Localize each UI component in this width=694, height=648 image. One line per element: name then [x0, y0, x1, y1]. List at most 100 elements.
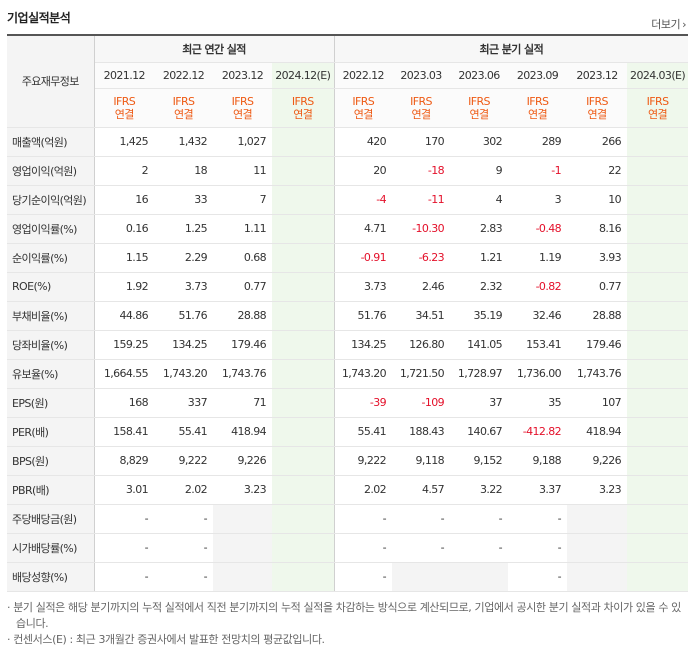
table-cell — [627, 533, 689, 563]
table-cell: 9,222 — [154, 446, 213, 476]
table-cell: 3.93 — [567, 243, 628, 273]
table-cell: - — [508, 503, 568, 534]
row-label: 시가배당률(%) — [7, 533, 95, 563]
basis-header: IFRS 연결 — [272, 88, 335, 128]
basis-ifrs: IFRS — [526, 94, 549, 108]
table-row: ROE(%) 1.92 3.73 0.77 3.73 2.46 2.32 -0.82 0.77 — [7, 272, 689, 302]
table-cell: - — [154, 503, 213, 534]
basis-header: IFRS 연결 — [450, 88, 509, 128]
period-header: 2023.12 — [567, 62, 628, 89]
table-cell: 1,743.76 — [213, 359, 272, 389]
table-cell: 9,188 — [508, 446, 568, 476]
table-cell: - — [334, 562, 393, 592]
table-cell: 3.73 — [334, 272, 393, 302]
table-cell: 0.77 — [213, 272, 272, 302]
table-cell — [272, 503, 335, 534]
table-cell: - — [508, 533, 568, 563]
table-cell: - — [450, 533, 509, 563]
table-cell — [272, 272, 335, 302]
table-row: 유보율(%) 1,664.55 1,743.20 1,743.76 1,743.20 1,… — [7, 359, 689, 389]
table-cell — [272, 475, 335, 505]
table-cell: 51.76 — [334, 300, 393, 331]
table-cell: -18 — [392, 156, 451, 186]
basis-header: IFRS 연결 — [334, 88, 393, 128]
table-cell: 9,152 — [450, 446, 509, 476]
table-cell: 1.19 — [508, 243, 568, 273]
table-cell — [627, 359, 689, 389]
table-cell: - — [450, 503, 509, 534]
table-row: 시가배당률(%) - - - - - - — [7, 533, 689, 563]
table-row: 부채비율(%) 44.86 51.76 28.88 51.76 34.51 35.19 32.… — [7, 300, 689, 331]
table-cell: 1.11 — [213, 213, 272, 244]
more-link[interactable]: 더보기 › — [651, 16, 686, 32]
basis-consolidated: 연결 — [528, 107, 548, 121]
period-header: 2023.03 — [392, 62, 451, 89]
table-cell: 2.29 — [154, 243, 213, 273]
table-cell: 1.92 — [94, 272, 154, 302]
period-header: 2024.12(E) — [272, 62, 335, 89]
table-cell: 179.46 — [567, 330, 628, 360]
table-cell: 22 — [567, 156, 628, 186]
table-cell — [272, 387, 335, 418]
table-cell: 1,743.76 — [567, 359, 628, 389]
more-label: 더보기 — [651, 18, 681, 31]
table-cell: 126.80 — [392, 330, 451, 360]
table-cell — [627, 330, 689, 360]
table-cell: 159.25 — [94, 330, 154, 360]
table-cell: 9,226 — [213, 446, 272, 476]
table-cell: 4.71 — [334, 213, 393, 244]
table-cell: 170 — [392, 127, 451, 157]
table-cell: 418.94 — [567, 417, 628, 447]
table-cell: 20 — [334, 156, 393, 186]
table-cell — [213, 562, 272, 592]
table-cell — [272, 330, 335, 360]
basis-header: IFRS 연결 — [508, 88, 568, 128]
basis-consolidated: 연결 — [587, 107, 608, 121]
table-cell: 1,432 — [154, 127, 213, 157]
section-title: 기업실적분석 — [7, 11, 71, 25]
basis-consolidated: 연결 — [411, 107, 432, 121]
table-cell: 1,027 — [213, 127, 272, 157]
basis-header: IFRS 연결 — [567, 88, 628, 128]
row-label: BPS(원) — [7, 446, 95, 476]
table-row: 매출액(억원) 1,425 1,432 1,027 420 170 302 289 266 — [7, 127, 689, 157]
table-cell: 3.23 — [213, 475, 272, 505]
row-label: 당좌비율(%) — [7, 330, 95, 360]
table-cell: 420 — [334, 127, 393, 157]
table-cell: 2 — [94, 156, 154, 186]
table-cell: 141.05 — [450, 330, 509, 360]
table-cell — [450, 562, 509, 592]
row-label: 매출액(억원) — [7, 127, 95, 157]
table-cell: 2.83 — [450, 213, 509, 244]
basis-ifrs: IFRS — [586, 94, 608, 108]
table-cell — [272, 562, 335, 592]
table-cell — [272, 533, 335, 563]
table-cell: 55.41 — [154, 417, 213, 447]
table-cell: 1,425 — [94, 127, 154, 157]
table-cell: 9,222 — [334, 446, 393, 476]
table-cell: -0.48 — [508, 213, 568, 244]
table-cell — [627, 243, 689, 273]
table-cell: - — [334, 503, 393, 534]
basis-consolidated: 연결 — [232, 107, 253, 121]
table-cell: 1,743.20 — [334, 359, 393, 389]
table-cell: 107 — [567, 387, 628, 418]
table-cell: 337 — [154, 387, 213, 418]
row-label: 영업이익률(%) — [7, 213, 95, 244]
table-cell: 4 — [450, 185, 509, 215]
table-cell: -109 — [392, 387, 451, 418]
table-cell: 289 — [508, 127, 568, 157]
table-cell — [627, 156, 689, 186]
table-cell: 3 — [508, 185, 568, 215]
table-cell: 1.25 — [154, 213, 213, 244]
row-label: 영업이익(억원) — [7, 156, 95, 186]
table-row: PBR(배) 3.01 2.02 3.23 2.02 4.57 3.22 3.37 3.23 — [7, 475, 689, 505]
table-cell: -39 — [334, 387, 393, 418]
annual-group-header: 최근 연간 실적 — [94, 34, 335, 63]
table-row: EPS(원) 168 337 71 -39 -109 37 35 107 — [7, 387, 689, 418]
table-row: 당좌비율(%) 159.25 134.25 179.46 134.25 126.80 141… — [7, 330, 689, 360]
basis-consolidated: 연결 — [469, 107, 490, 121]
table-cell: - — [392, 503, 451, 534]
table-cell — [272, 127, 335, 157]
footnote-consensus: · 컨센서스(E) : 최근 3개월간 증권사에서 발표한 전망치의 평균값입니… — [7, 633, 325, 646]
